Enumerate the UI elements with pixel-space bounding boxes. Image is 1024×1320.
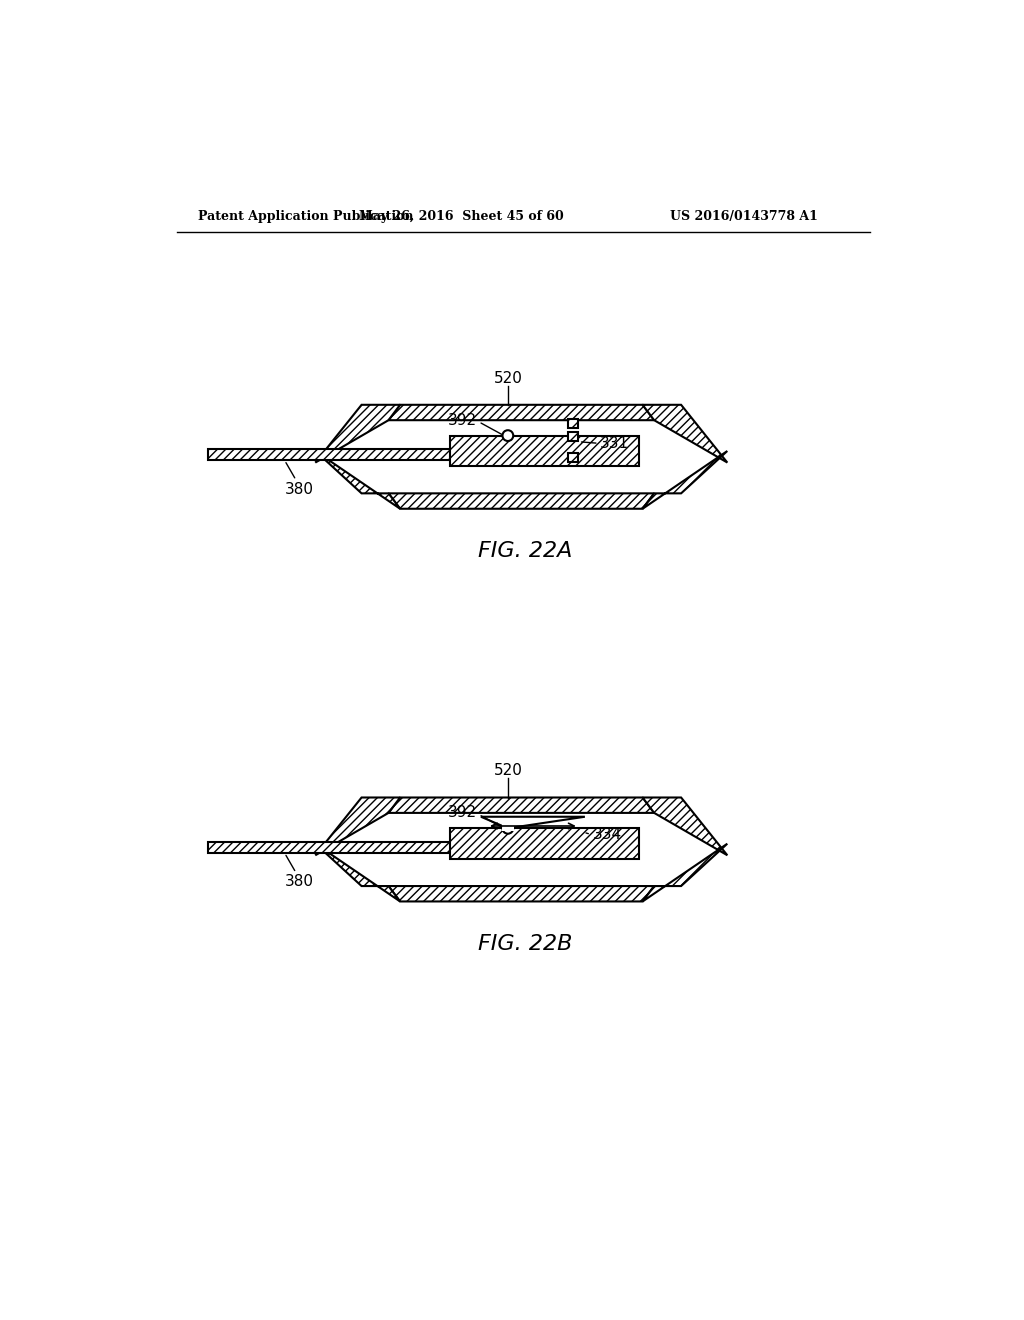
Circle shape xyxy=(503,430,513,441)
Polygon shape xyxy=(388,494,654,508)
Text: 520: 520 xyxy=(494,763,522,779)
Text: 520: 520 xyxy=(494,371,522,385)
Polygon shape xyxy=(388,405,654,420)
Polygon shape xyxy=(208,449,462,461)
Bar xyxy=(568,418,578,428)
Polygon shape xyxy=(643,405,727,462)
Polygon shape xyxy=(315,451,400,508)
Polygon shape xyxy=(315,405,400,462)
Bar xyxy=(502,824,514,832)
Text: 331: 331 xyxy=(600,436,630,451)
Bar xyxy=(568,453,578,462)
Text: FIG. 22B: FIG. 22B xyxy=(477,933,572,954)
Polygon shape xyxy=(315,843,400,902)
Text: US 2016/0143778 A1: US 2016/0143778 A1 xyxy=(670,210,817,223)
Text: 392: 392 xyxy=(447,805,477,821)
Polygon shape xyxy=(643,797,727,855)
Circle shape xyxy=(503,822,513,834)
Bar xyxy=(568,432,578,441)
Polygon shape xyxy=(315,797,400,855)
Text: 334: 334 xyxy=(593,826,622,842)
Text: May 26, 2016  Sheet 45 of 60: May 26, 2016 Sheet 45 of 60 xyxy=(359,210,564,223)
Text: 392: 392 xyxy=(447,413,477,428)
Polygon shape xyxy=(451,829,639,859)
Polygon shape xyxy=(208,842,462,853)
Polygon shape xyxy=(388,886,654,902)
Text: 380: 380 xyxy=(285,482,313,496)
Polygon shape xyxy=(451,436,639,466)
Text: Patent Application Publication: Patent Application Publication xyxy=(199,210,414,223)
Text: FIG. 22A: FIG. 22A xyxy=(477,541,572,561)
Polygon shape xyxy=(643,843,727,902)
Polygon shape xyxy=(481,817,585,829)
Polygon shape xyxy=(643,451,727,508)
Polygon shape xyxy=(388,797,654,813)
Text: 380: 380 xyxy=(285,874,313,890)
